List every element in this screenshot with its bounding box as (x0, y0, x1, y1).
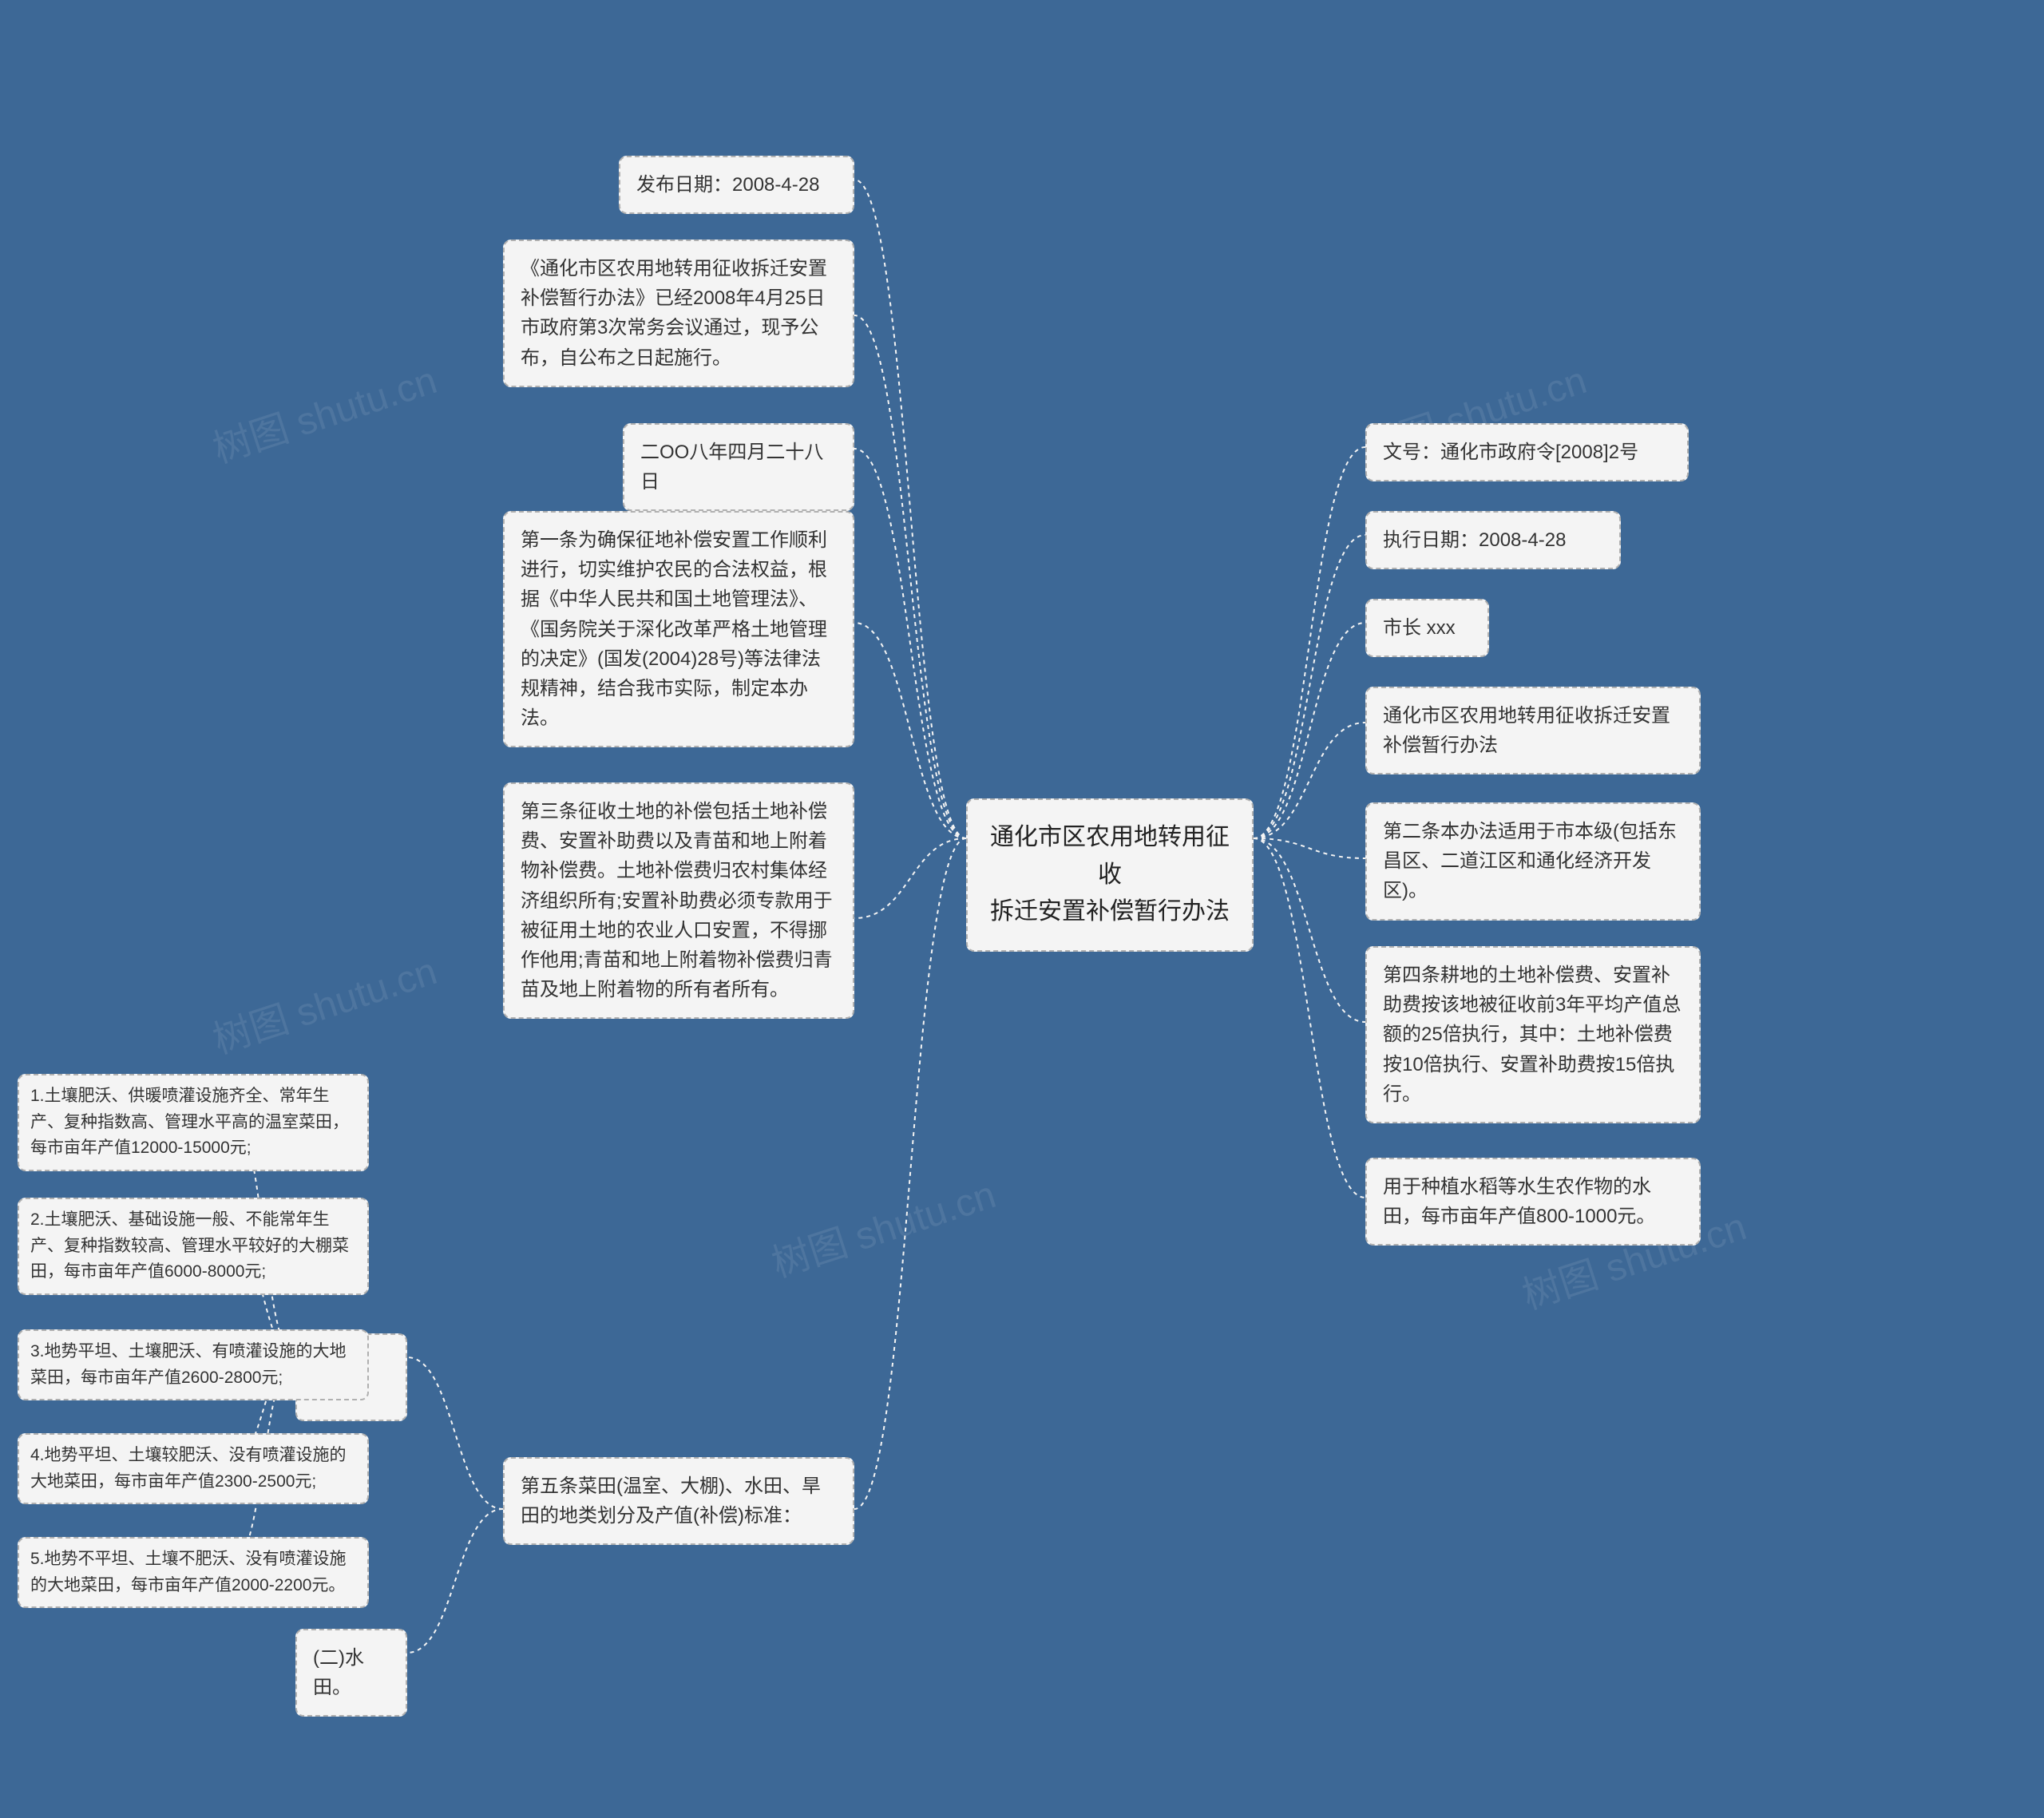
left-node-6: 第五条菜田(温室、大棚)、水田、旱田的地类划分及产值(补偿)标准： (503, 1457, 854, 1545)
left-node-5: 第三条征收土地的补偿包括土地补偿费、安置补助费以及青苗和地上附着物补偿费。土地补… (503, 782, 854, 1019)
sub-shuitian: (二)水田。 (295, 1629, 407, 1717)
watermark: 树图 shutu.cn (204, 940, 442, 1064)
left-node-4: 第一条为确保征地补偿安置工作顺利进行，切实维护农民的合法权益，根据《中华人民共和… (503, 511, 854, 747)
right-node-6: 第四条耕地的土地补偿费、安置补助费按该地被征收前3年平均产值总额的25倍执行，其… (1365, 946, 1701, 1123)
right-node-7: 用于种植水稻等水生农作物的水田，每市亩年产值800-1000元。 (1365, 1158, 1701, 1246)
left-node-1: 发布日期：2008-4-28 (619, 156, 854, 214)
center-node: 通化市区农用地转用征收 拆迁安置补偿暂行办法 (966, 798, 1254, 952)
left-node-2: 《通化市区农用地转用征收拆迁安置补偿暂行办法》已经2008年4月25日市政府第3… (503, 240, 854, 387)
watermark: 树图 shutu.cn (763, 1163, 1001, 1288)
leaf-node-4: 4.地势平坦、土壤较肥沃、没有喷灌设施的大地菜田，每市亩年产值2300-2500… (18, 1433, 369, 1504)
leaf-node-3: 3.地势平坦、土壤肥沃、有喷灌设施的大地菜田，每市亩年产值2600-2800元; (18, 1329, 369, 1400)
left-node-3: 二OO八年四月二十八日 (623, 423, 854, 511)
right-node-5: 第二条本办法适用于市本级(包括东昌区、二道江区和通化经济开发区)。 (1365, 802, 1701, 921)
leaf-node-5: 5.地势不平坦、土壤不肥沃、没有喷灌设施的大地菜田，每市亩年产值2000-220… (18, 1537, 369, 1608)
right-node-3: 市长 xxx (1365, 599, 1489, 657)
right-node-2: 执行日期：2008-4-28 (1365, 511, 1621, 569)
right-node-4: 通化市区农用地转用征收拆迁安置补偿暂行办法 (1365, 687, 1701, 774)
leaf-node-2: 2.土壤肥沃、基础设施一般、不能常年生产、复种指数较高、管理水平较好的大棚菜田，… (18, 1198, 369, 1295)
watermark: 树图 shutu.cn (204, 349, 442, 473)
right-node-1: 文号：通化市政府令[2008]2号 (1365, 423, 1689, 481)
leaf-node-1: 1.土壤肥沃、供暖喷灌设施齐全、常年生产、复种指数高、管理水平高的温室菜田，每市… (18, 1074, 369, 1171)
